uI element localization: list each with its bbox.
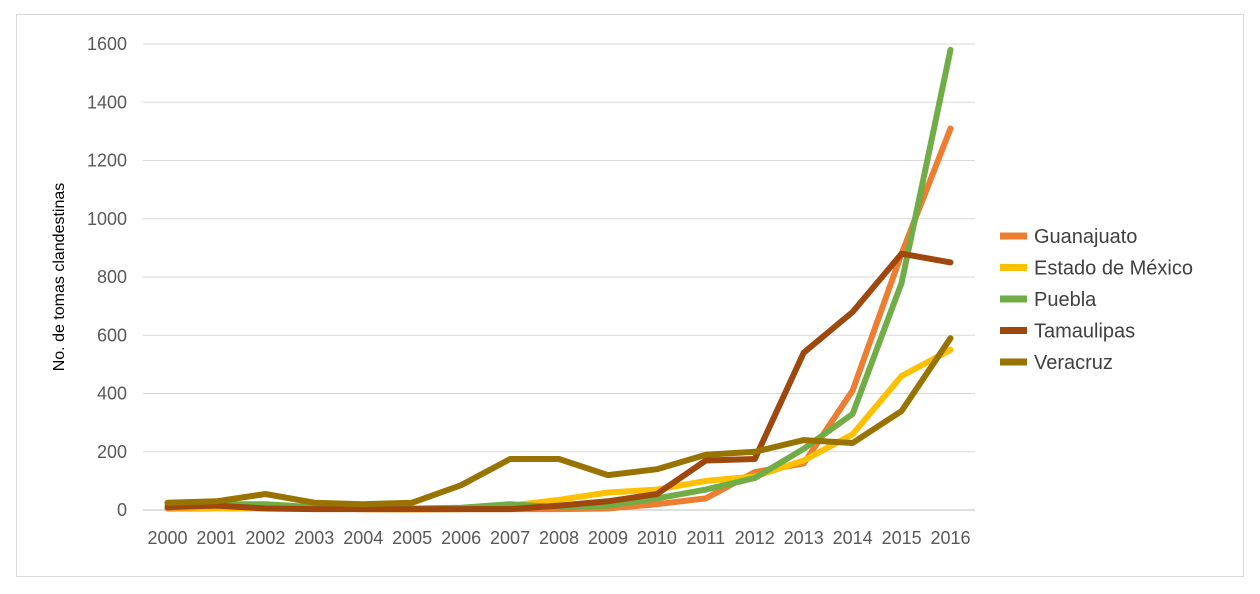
x-tick-label: 2008 [539, 528, 579, 548]
legend-label: Puebla [1034, 289, 1097, 311]
x-tick-label: 2014 [833, 528, 873, 548]
x-tick-label: 2000 [147, 528, 187, 548]
x-tick-label: 2011 [686, 528, 725, 548]
series-line-guanajuato [164, 125, 954, 513]
y-axis-title: No. de tomas clandestinas [51, 183, 68, 372]
x-tick-label: 2001 [196, 528, 236, 548]
x-tick-label: 2010 [637, 528, 677, 548]
legend-label: Veracruz [1034, 352, 1113, 374]
y-tick-label: 200 [97, 442, 127, 462]
x-tick-label: 2005 [392, 528, 432, 548]
x-tick-label: 2013 [784, 528, 824, 548]
legend-label: Tamaulipas [1034, 321, 1135, 343]
x-tick-label: 2009 [588, 528, 628, 548]
x-tick-label: 2003 [294, 528, 334, 548]
series-lines [164, 46, 954, 513]
series-line-tamaulipas [164, 250, 954, 513]
x-tick-label: 2016 [931, 528, 971, 548]
chart-frame [16, 14, 1244, 577]
y-tick-label: 800 [97, 267, 127, 287]
series-line-veracruz [164, 335, 954, 508]
y-tick-label: 1200 [87, 151, 127, 171]
y-tick-label: 400 [97, 384, 127, 404]
legend-label: Guanajuato [1034, 226, 1137, 248]
legend-label: Estado de México [1034, 258, 1193, 280]
x-axis-ticks: 2000 2001 2002 2003 2004 2005 2006 2007 2008 2009… [147, 528, 970, 548]
x-tick-label: 2006 [441, 528, 481, 548]
x-tick-label: 2004 [343, 528, 383, 548]
x-tick-label: 2012 [735, 528, 775, 548]
y-axis-ticks: 0 200 400 600 800 1000 1200 1400 1600 [87, 34, 127, 520]
y-tick-label: 1600 [87, 34, 127, 54]
x-tick-label: 2015 [882, 528, 922, 548]
x-tick-label: 2002 [245, 528, 285, 548]
y-tick-label: 1000 [87, 209, 127, 229]
y-tick-label: 0 [117, 500, 127, 520]
y-tick-label: 1400 [87, 92, 127, 112]
x-tick-label: 2007 [490, 528, 530, 548]
legend: Guanajuato Estado de México Puebla Tamaulip… [1000, 226, 1193, 374]
y-tick-label: 600 [97, 325, 127, 345]
